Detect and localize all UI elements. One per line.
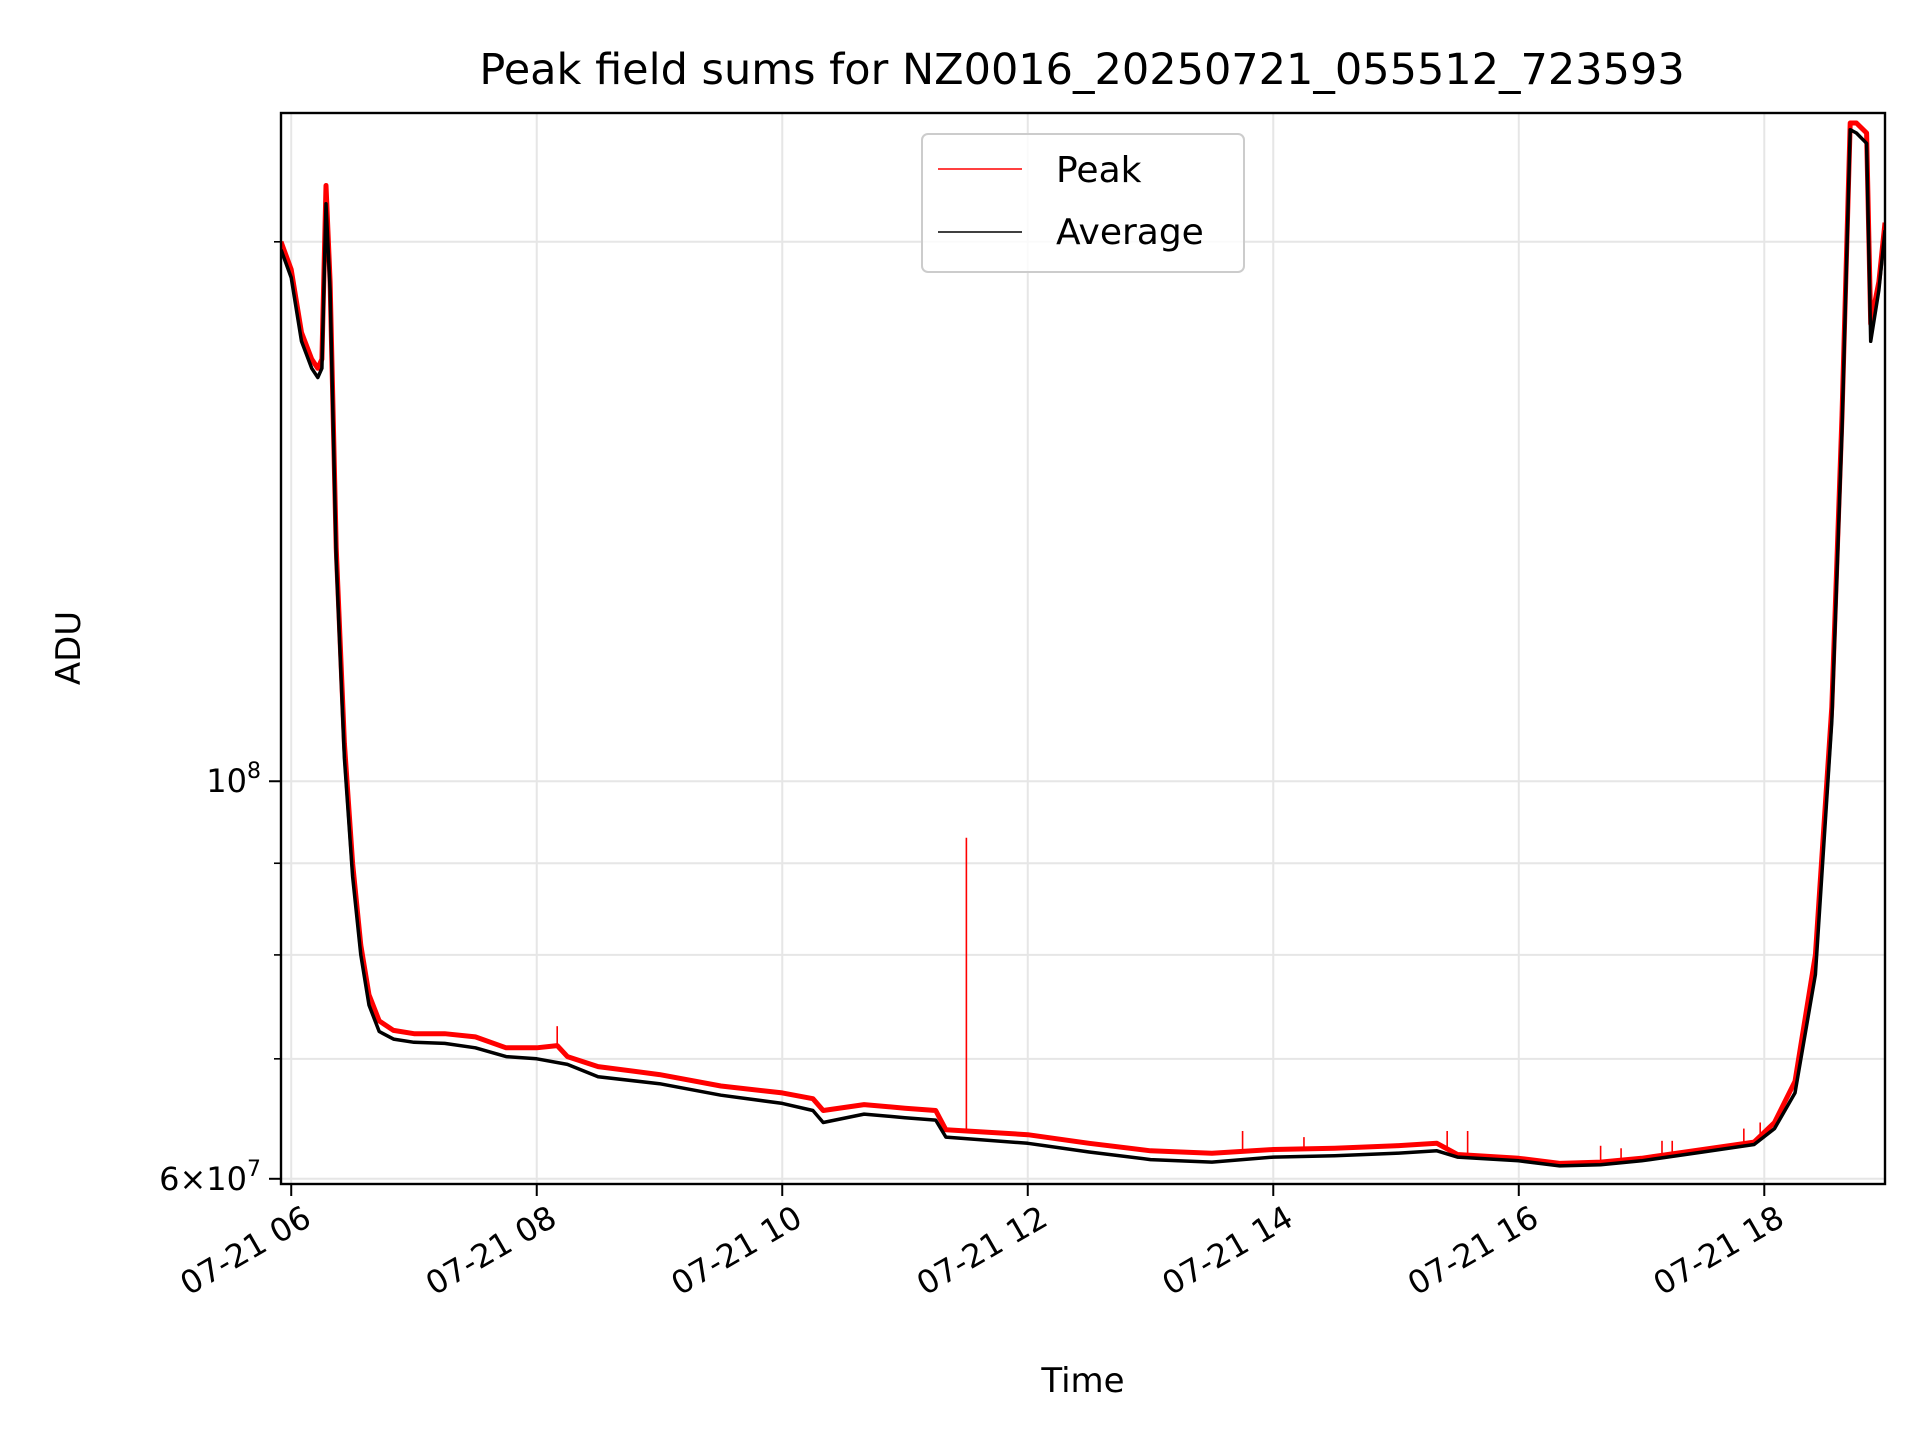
x-axis-title: Time: [1040, 1361, 1124, 1401]
series-line-average: [281, 127, 1885, 1168]
grid: [281, 113, 1885, 1184]
legend-label-average: Average: [1056, 212, 1204, 253]
y-axis: 108 6×107: [159, 241, 281, 1198]
chart-title: Peak field sums for NZ0016_20250721_0555…: [479, 45, 1684, 95]
y-tick-label: 108: [206, 759, 261, 800]
y-axis-title: ADU: [49, 611, 89, 685]
y-tick-label: 6×107: [159, 1157, 261, 1198]
plot-frame: [279, 111, 1887, 1186]
legend: Peak Average: [921, 133, 1245, 273]
plot-area: [281, 120, 1885, 1168]
series-layer: [281, 120, 1885, 1168]
legend-label-peak: Peak: [1056, 150, 1142, 191]
